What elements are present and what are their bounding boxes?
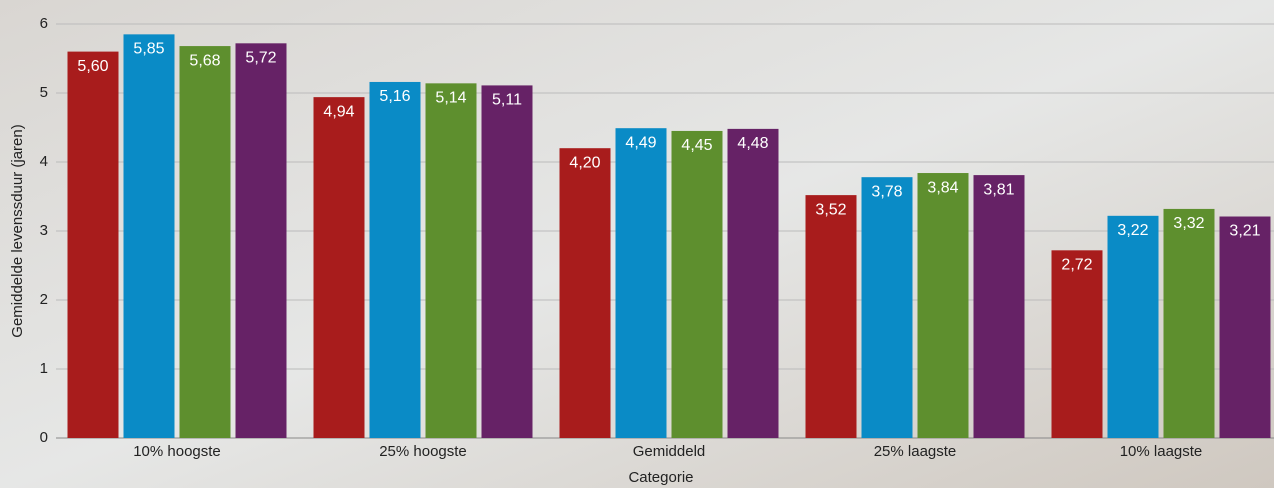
value-label: 3,22 <box>1117 222 1148 239</box>
bar <box>236 43 287 438</box>
value-label: 4,94 <box>323 103 354 120</box>
value-label: 5,68 <box>189 52 220 69</box>
value-label: 5,60 <box>77 58 108 75</box>
y-tick-label: 6 <box>40 15 48 32</box>
x-tick-label: 10% hoogste <box>133 443 221 460</box>
bar <box>1052 250 1103 438</box>
value-label: 3,78 <box>871 183 902 200</box>
value-label: 2,72 <box>1061 257 1092 274</box>
bar <box>806 195 857 438</box>
x-tick-label: Gemiddeld <box>633 443 706 460</box>
bar <box>124 34 175 438</box>
x-tick-label: 25% laagste <box>874 443 957 460</box>
value-label: 5,72 <box>245 50 276 67</box>
value-label: 4,20 <box>569 154 600 171</box>
bar <box>672 131 723 438</box>
y-axis-title: Gemiddelde levenssduur (jaren) <box>9 124 26 337</box>
value-label: 3,52 <box>815 201 846 218</box>
bar <box>560 148 611 438</box>
value-label: 5,16 <box>379 88 410 105</box>
x-axis-title: Categorie <box>628 469 693 486</box>
bar <box>728 129 779 438</box>
x-tick-label: 25% hoogste <box>379 443 467 460</box>
y-tick-label: 0 <box>40 429 48 446</box>
chart: Gemiddelde levenssduur (jaren) Categorie… <box>0 0 1274 488</box>
y-tick-label: 1 <box>40 360 48 377</box>
bar <box>616 128 667 438</box>
bar <box>862 177 913 438</box>
bar <box>918 173 969 438</box>
x-tick-label: 10% laagste <box>1120 443 1203 460</box>
value-label: 4,49 <box>625 134 656 151</box>
value-label: 5,85 <box>133 41 164 58</box>
bar <box>974 175 1025 438</box>
bar <box>68 52 119 438</box>
value-label: 5,14 <box>435 90 466 107</box>
y-tick-label: 5 <box>40 84 48 101</box>
bar <box>482 85 533 438</box>
bar <box>180 46 231 438</box>
y-tick-label: 4 <box>40 153 48 170</box>
value-label: 3,84 <box>927 179 958 196</box>
value-label: 3,81 <box>983 181 1014 198</box>
value-label: 5,11 <box>492 92 522 109</box>
bar <box>1108 216 1159 438</box>
y-tick-label: 3 <box>40 222 48 239</box>
value-label: 4,48 <box>737 135 768 152</box>
bar <box>1164 209 1215 438</box>
bar <box>1220 217 1271 438</box>
bar <box>370 82 421 438</box>
y-tick-label: 2 <box>40 291 48 308</box>
bar <box>314 97 365 438</box>
value-label: 3,21 <box>1229 223 1260 240</box>
value-label: 3,32 <box>1173 215 1204 232</box>
value-label: 4,45 <box>681 137 712 154</box>
bar <box>426 83 477 438</box>
